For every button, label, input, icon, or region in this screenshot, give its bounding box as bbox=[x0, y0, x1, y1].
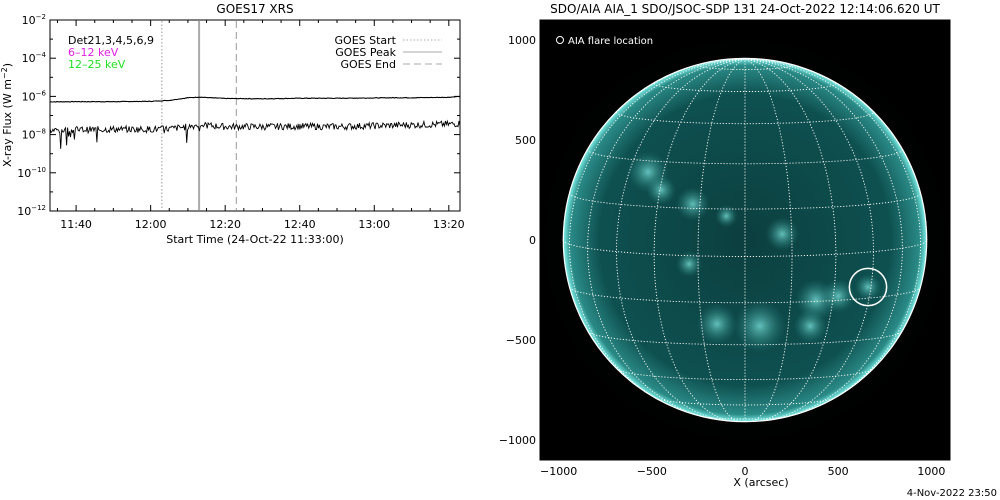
aia-y-tick-label: 1000 bbox=[508, 34, 536, 47]
active-region bbox=[734, 300, 786, 352]
goes-y-tick-label: 10−8 bbox=[22, 128, 46, 142]
aia-x-tick-label: 500 bbox=[828, 465, 849, 478]
active-region bbox=[855, 274, 881, 300]
aia-image-panel: SDO/AIA AIA_1 SDO/JSOC-SDP 131 24-Oct-20… bbox=[499, 2, 960, 489]
goes-x-tick-label: 13:20 bbox=[433, 218, 465, 231]
aia-y-tick-label: 500 bbox=[515, 134, 536, 147]
goes-chart-title: GOES17 XRS bbox=[216, 2, 293, 16]
aia-x-axis-label: X (arcsec) bbox=[733, 476, 788, 489]
active-region bbox=[646, 175, 676, 205]
active-region bbox=[697, 304, 738, 345]
goes-y-tick-label: 10−6 bbox=[22, 89, 47, 103]
goes-x-tick-label: 12:00 bbox=[135, 218, 167, 231]
active-region bbox=[766, 217, 800, 251]
goes-series-line-1 bbox=[50, 121, 460, 149]
active-region bbox=[793, 309, 827, 343]
goes-chart: GOES17 XRS 10−12 10−10 10−8 10−6 10−4 10−2 11:… bbox=[0, 2, 465, 246]
aia-x-tick-label: −1000 bbox=[540, 465, 577, 478]
aia-image-title: SDO/AIA AIA_1 SDO/JSOC-SDP 131 24-Oct-20… bbox=[550, 2, 940, 16]
goes-series bbox=[50, 96, 460, 149]
goes-y-tick-label: 10−2 bbox=[22, 13, 46, 27]
aia-image-content bbox=[531, 26, 960, 455]
goes-y-tick-label: 10−4 bbox=[22, 51, 47, 65]
goes-series-line-0 bbox=[50, 96, 460, 102]
goes-y-tick-label: 10−12 bbox=[17, 204, 46, 218]
goes-x-tick-label: 11:40 bbox=[60, 218, 92, 231]
active-region bbox=[715, 205, 737, 227]
aia-y-tick-label: 0 bbox=[529, 234, 536, 247]
goes-x-axis-label: Start Time (24-Oct-22 11:33:00) bbox=[166, 233, 344, 246]
aia-y-tick-label: −1000 bbox=[499, 434, 536, 447]
goes-x-tick-label: 12:20 bbox=[209, 218, 241, 231]
goes-x-tick-label: 12:40 bbox=[284, 218, 316, 231]
aia-x-tick-label: −500 bbox=[637, 465, 667, 478]
goes-event-markers bbox=[162, 21, 237, 210]
active-region bbox=[676, 187, 710, 221]
active-region bbox=[676, 251, 702, 277]
aia-legend: AIA flare location bbox=[557, 36, 654, 47]
goes-y-tick-label: 10−10 bbox=[17, 166, 46, 180]
goes-y-axis-label: X-ray Flux (W m−2) bbox=[0, 63, 14, 167]
goes-legend-left-entry: 12–25 keV bbox=[68, 58, 126, 71]
aia-legend-label: AIA flare location bbox=[568, 36, 653, 47]
aia-x-tick-label: 1000 bbox=[917, 465, 945, 478]
goes-x-tick-label: 13:00 bbox=[358, 218, 390, 231]
goes-legend-right-entry: GOES End bbox=[340, 58, 396, 71]
aia-y-tick-label: −500 bbox=[506, 334, 536, 347]
footer-date: 4-Nov-2022 23:50 bbox=[907, 488, 997, 499]
